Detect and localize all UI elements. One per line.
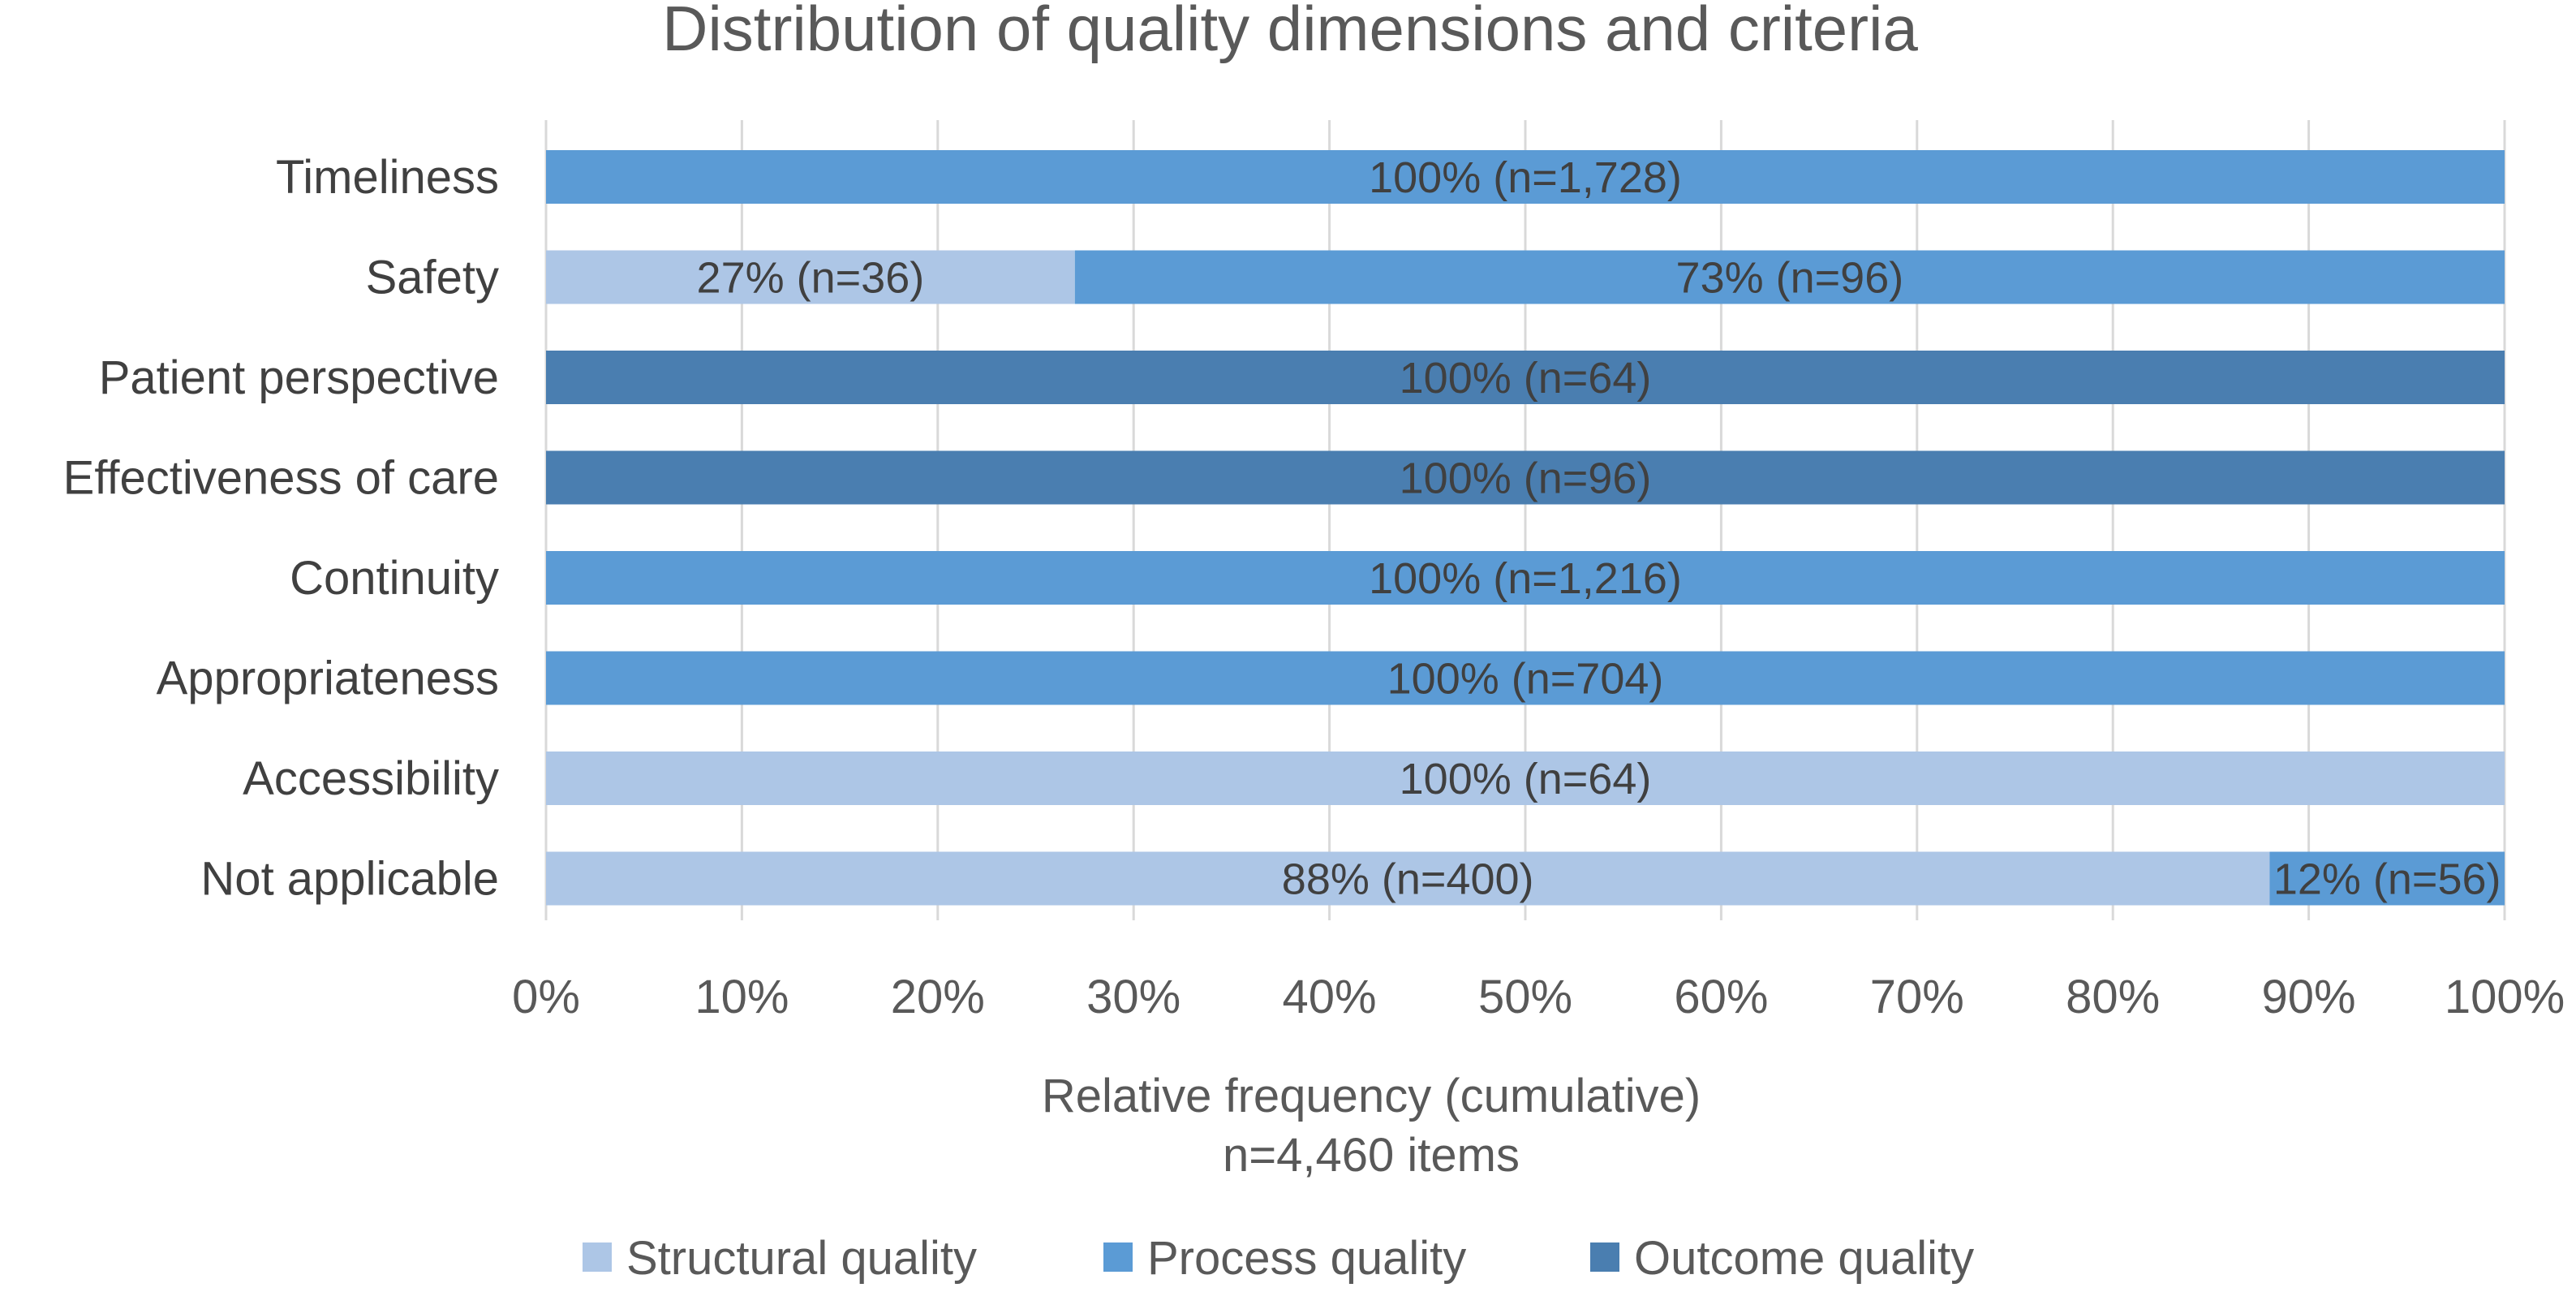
- bar-not-applicable-structural-quality: [546, 851, 2270, 906]
- x-tick-label: 90%: [2262, 971, 2356, 1023]
- x-tick-labels: 0% 10% 20% 30% 40% 50% 60% 70% 80% 90% 100%: [512, 971, 2565, 1023]
- bar-patient-perspective-outcome-quality: [546, 351, 2505, 404]
- legend-swatch-structural-quality: [583, 1242, 612, 1272]
- legend-swatch-process-quality: [1103, 1242, 1133, 1272]
- category-label: Not applicable: [200, 853, 499, 906]
- x-tick-label: 60%: [1674, 971, 1768, 1023]
- data-label: 100% (n=1,728): [1369, 153, 1682, 202]
- bar-safety-structural-quality: [546, 250, 1075, 304]
- x-tick-label: 50%: [1478, 971, 1572, 1023]
- data-label: 100% (n=64): [1400, 755, 1652, 803]
- category-label: Accessibility: [243, 752, 499, 805]
- bar-safety-process-quality: [1074, 250, 2505, 304]
- category-label: Continuity: [290, 552, 499, 605]
- x-tick-label: 40%: [1283, 971, 1377, 1023]
- data-label: 27% (n=36): [697, 254, 925, 303]
- x-tick-label: 80%: [2066, 971, 2160, 1023]
- legend-label-structural-quality: Structural quality: [626, 1232, 977, 1285]
- chart-title: Distribution of quality dimensions and c…: [662, 0, 1918, 64]
- x-tick-label: 20%: [891, 971, 985, 1023]
- bars: 100% (n=1,728) 27% (n=36) 73% (n=96) 100% (…: [546, 150, 2505, 906]
- data-label: 100% (n=704): [1387, 655, 1664, 704]
- category-label: Safety: [366, 252, 499, 304]
- bar-appropriateness-process-quality: [546, 651, 2505, 705]
- bar-timeliness-process-quality: [546, 150, 2505, 204]
- x-tick-label: 0%: [512, 971, 580, 1023]
- x-tick-label: 70%: [1870, 971, 1964, 1023]
- x-axis-title: Relative frequency (cumulative): [1042, 1070, 1701, 1122]
- data-label: 88% (n=400): [1282, 855, 1534, 904]
- bar-effectiveness-of-care-outcome-quality: [546, 450, 2505, 505]
- legend: Structural quality Process quality Outcome…: [583, 1232, 1974, 1285]
- bar-accessibility-structural-quality: [546, 752, 2505, 805]
- legend-label-outcome-quality: Outcome quality: [1634, 1232, 1974, 1285]
- category-label: Timeliness: [276, 151, 499, 204]
- category-label: Patient perspective: [99, 351, 499, 404]
- category-labels: Timeliness Safety Patient perspective Effec…: [63, 151, 499, 906]
- bar-not-applicable-process-quality: [2269, 851, 2505, 906]
- data-label: 12% (n=56): [2273, 855, 2501, 904]
- data-label: 73% (n=96): [1676, 254, 1904, 303]
- x-tick-label: 30%: [1086, 971, 1180, 1023]
- data-label: 100% (n=1,216): [1369, 554, 1682, 603]
- category-label: Effectiveness of care: [63, 452, 499, 505]
- data-label: 100% (n=64): [1400, 354, 1652, 403]
- x-tick-label: 10%: [695, 971, 789, 1023]
- bar-continuity-process-quality: [546, 551, 2505, 605]
- x-axis-subtitle: n=4,460 items: [1223, 1129, 1520, 1182]
- x-tick-label: 100%: [2445, 971, 2565, 1023]
- legend-swatch-outcome-quality: [1590, 1242, 1619, 1272]
- legend-label-process-quality: Process quality: [1147, 1232, 1466, 1285]
- category-label: Appropriateness: [157, 652, 499, 705]
- data-label: 100% (n=96): [1400, 454, 1652, 503]
